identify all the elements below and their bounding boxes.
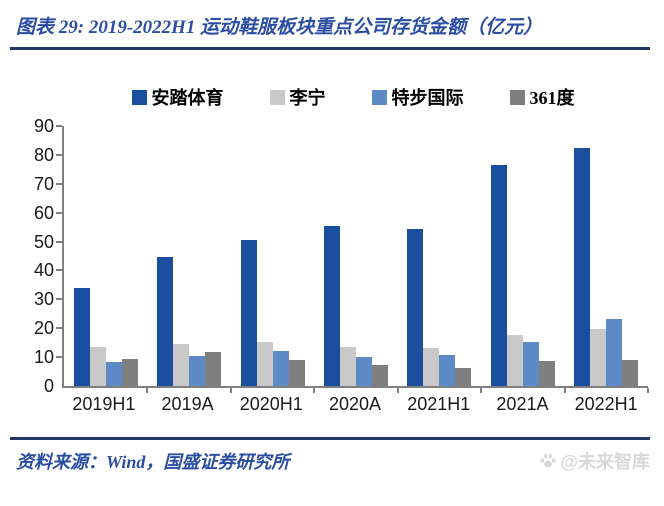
bar-李宁-2020A	[339, 347, 356, 386]
footer: 资料来源：Wind，国盛证券研究所 @未来智库	[14, 448, 652, 474]
legend-label: 361度	[529, 88, 575, 108]
bar-chart: 0 10 20 30 40 50 60 70 80 90	[20, 117, 649, 395]
bar-李宁-2021H1	[423, 347, 440, 386]
y-axis-labels: 0 10 20 30 40 50 60 70 80 90	[20, 117, 62, 395]
x-axis-tick	[229, 388, 232, 393]
bar-group-2020A	[314, 126, 399, 393]
bar-特步国际-2019A	[189, 355, 206, 386]
y-axis-tick	[56, 356, 62, 359]
watermark-text: @未来智库	[560, 452, 650, 472]
bar-group-2021H1	[398, 126, 483, 393]
report-page: 图表 29: 2019-2022H1 运动鞋服板块重点公司存货金额（亿元） 安踏…	[10, 17, 652, 474]
x-axis-labels: 2019H1 2019A 2020H1 2020A 2021H1 2021A 2022H1	[62, 394, 648, 415]
bar-特步国际-2022H1	[606, 318, 623, 386]
bar-李宁-2019H1	[89, 347, 106, 386]
bar-李宁-2019A	[173, 344, 190, 386]
title-divider	[10, 47, 650, 50]
y-tick-label: 50	[33, 231, 54, 252]
legend-item-4: 361度	[509, 84, 575, 110]
x-tick-label: 2020H1	[239, 394, 303, 414]
y-tick-label: 70	[33, 173, 54, 194]
y-tick-label: 30	[33, 289, 54, 310]
bar-安踏体育-2019H1	[73, 288, 90, 386]
x-axis-tick	[480, 388, 483, 393]
x-tick-label: 2020A	[328, 394, 382, 414]
legend-swatch	[509, 89, 525, 105]
legend-swatch	[131, 89, 147, 105]
x-tick-label: 2019H1	[72, 394, 136, 414]
bar-特步国际-2021A	[522, 341, 539, 386]
bars-row	[64, 126, 649, 393]
bar-361度-2020H1	[288, 360, 305, 386]
x-axis-tick	[313, 388, 316, 393]
bar-361度-2020A	[371, 364, 388, 386]
bar-安踏体育-2022H1	[574, 148, 591, 386]
bar-特步国际-2019H1	[105, 362, 122, 386]
watermark: @未来智库	[539, 448, 650, 474]
x-tick-label: 2021H1	[407, 394, 471, 414]
y-tick-label: 40	[33, 260, 54, 281]
y-axis-tick	[56, 125, 62, 127]
chart-legend: 安踏体育 李宁 特步国际 361度	[54, 84, 652, 110]
bar-group-2019H1	[64, 126, 149, 393]
bar-group-2022H1	[565, 126, 649, 393]
y-axis-tick	[56, 298, 62, 301]
source-note: 资料来源：Wind，国盛证券研究所	[16, 452, 290, 472]
y-tick-label: 20	[33, 318, 54, 339]
legend-swatch	[371, 89, 387, 105]
bar-李宁-2020H1	[256, 341, 273, 386]
bar-特步国际-2020H1	[272, 351, 289, 386]
legend-item-1: 安踏体育	[131, 84, 224, 110]
bar-group-2019A	[147, 126, 232, 393]
bar-特步国际-2021H1	[439, 354, 456, 386]
bar-361度-2019H1	[121, 358, 138, 386]
bar-361度-2021H1	[455, 367, 472, 386]
plot-area	[56, 125, 649, 393]
y-tick-label: 10	[33, 347, 54, 368]
y-axis-tick	[56, 153, 62, 156]
y-tick-label: 90	[33, 116, 54, 136]
bar-安踏体育-2021H1	[407, 229, 424, 386]
x-axis-tick	[646, 388, 649, 393]
legend-swatch	[269, 89, 285, 105]
x-axis-tick	[146, 388, 149, 393]
y-axis-tick	[56, 182, 62, 185]
footer-divider	[10, 437, 650, 440]
x-tick-label: 2022H1	[574, 394, 638, 414]
x-tick-label: 2019A	[161, 394, 214, 414]
y-axis-tick	[56, 269, 62, 272]
y-axis-tick	[56, 240, 62, 243]
y-tick-label: 60	[33, 202, 54, 223]
bar-安踏体育-2021A	[490, 165, 507, 386]
y-tick-label: 0	[43, 376, 54, 396]
bar-安踏体育-2020H1	[240, 240, 257, 386]
legend-label: 特步国际	[391, 88, 464, 108]
paw-icon	[539, 452, 557, 470]
x-axis-tick	[563, 388, 566, 393]
legend-item-2: 李宁	[269, 84, 326, 110]
bar-361度-2019A	[205, 352, 222, 386]
bar-安踏体育-2019A	[157, 257, 174, 386]
bar-安踏体育-2020A	[323, 226, 340, 386]
chart-title: 图表 29: 2019-2022H1 运动鞋服板块重点公司存货金额（亿元）	[16, 17, 543, 38]
bar-group-2020H1	[231, 126, 316, 393]
bar-group-2021A	[481, 126, 566, 393]
x-tick-label: 2021A	[496, 394, 549, 414]
y-axis-tick	[56, 211, 62, 214]
bar-李宁-2021A	[506, 334, 523, 386]
legend-label: 安踏体育	[151, 88, 224, 108]
bar-特步国际-2020A	[355, 357, 372, 386]
bar-361度-2022H1	[622, 360, 639, 386]
bar-李宁-2022H1	[590, 328, 607, 386]
x-axis-tick	[396, 388, 399, 393]
y-axis-tick	[56, 327, 62, 330]
legend-item-3: 特步国际	[371, 84, 464, 110]
legend-label: 李宁	[289, 88, 326, 108]
y-tick-label: 80	[33, 144, 54, 165]
bar-361度-2021A	[538, 360, 555, 386]
